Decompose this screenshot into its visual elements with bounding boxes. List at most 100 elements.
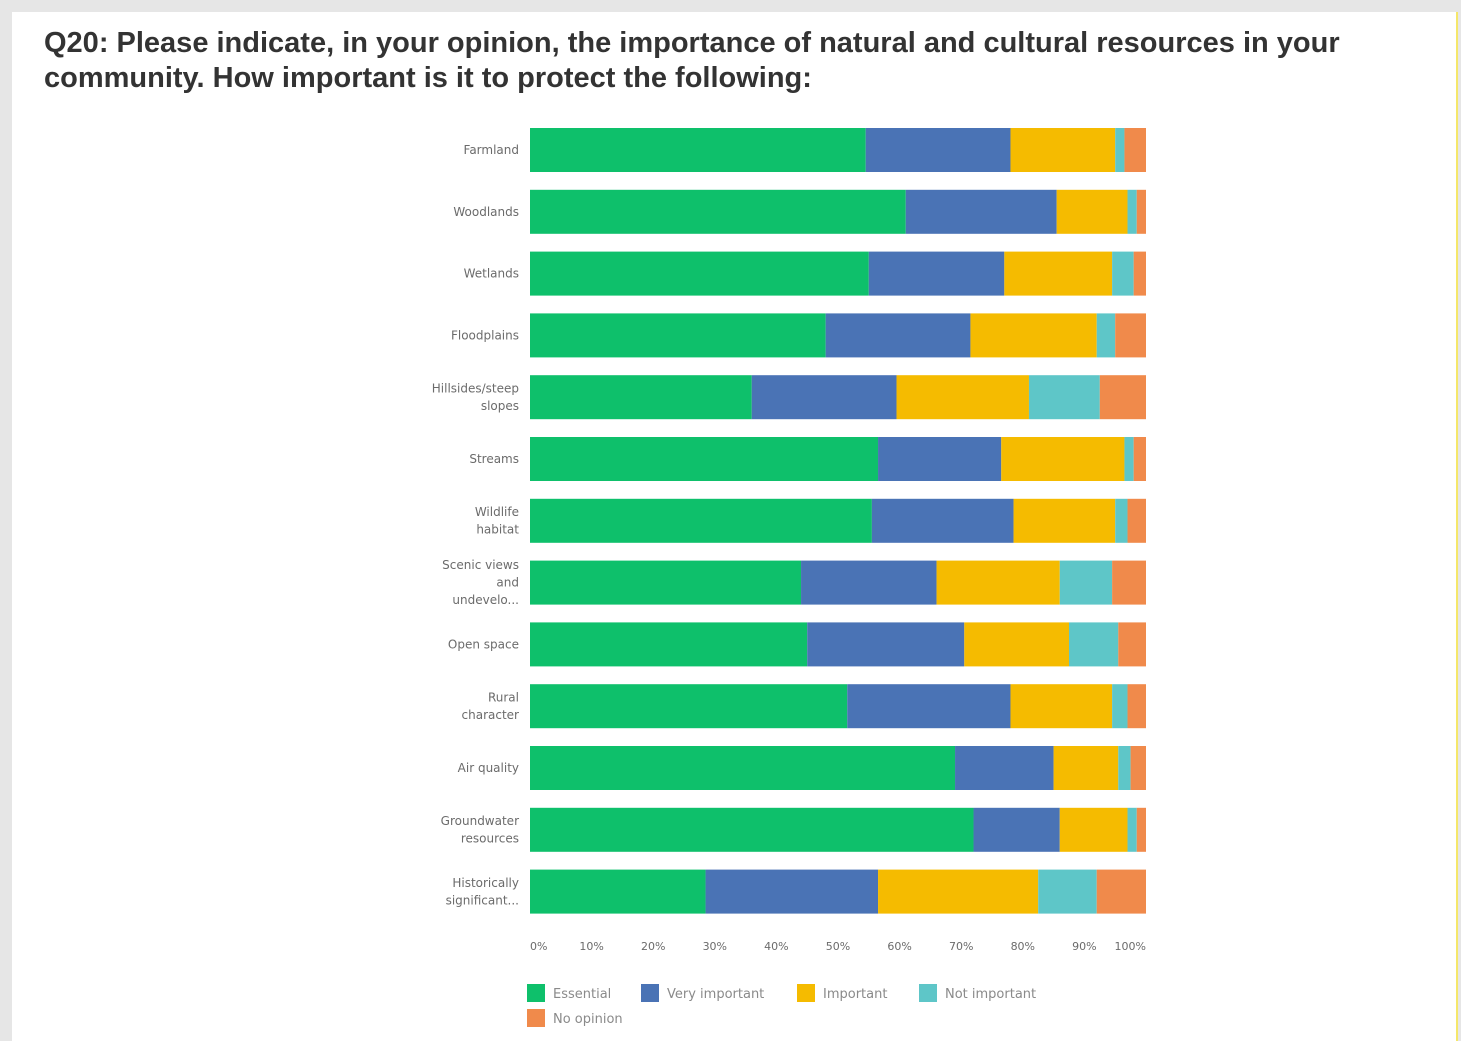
- bar-segment-important: [970, 313, 1097, 358]
- bar-segment-not-important: [1127, 807, 1137, 852]
- x-tick-label: 100%: [1115, 940, 1146, 953]
- bar-segment-no-opinion: [1124, 128, 1146, 172]
- bar-segment-no-opinion: [1133, 437, 1146, 481]
- bar-segment-essential: [530, 128, 866, 172]
- bar-segment-important: [1013, 498, 1116, 543]
- x-tick-label: 90%: [1072, 940, 1096, 953]
- bar-segment-important: [878, 869, 1039, 914]
- bar-segment-very-important: [847, 684, 1011, 729]
- legend-label: Essential: [553, 987, 611, 1002]
- category-label: Historically: [452, 876, 519, 890]
- category-label: significant...: [446, 893, 519, 907]
- question-title: Q20: Please indicate, in your opinion, t…: [44, 27, 1340, 94]
- category-label: Wetlands: [464, 267, 519, 281]
- bar-segment-not-important: [1112, 684, 1128, 729]
- category-label: Floodplains: [451, 328, 519, 342]
- x-tick-label: 50%: [826, 940, 850, 953]
- bar-segment-no-opinion: [1133, 251, 1146, 296]
- category-label: Open space: [448, 637, 519, 651]
- legend-label: Not important: [945, 987, 1036, 1002]
- bar-segment-important: [1056, 189, 1128, 234]
- bar-segment-not-important: [1112, 251, 1134, 296]
- category-label: Air quality: [458, 761, 519, 775]
- legend-label: No opinion: [553, 1012, 623, 1027]
- bar-segment-important: [1004, 251, 1113, 296]
- bar-segment-important: [936, 560, 1060, 605]
- category-label: slopes: [481, 399, 519, 413]
- category-label: character: [462, 708, 520, 722]
- bar-segment-essential: [530, 437, 879, 481]
- x-tick-label: 60%: [887, 940, 911, 953]
- category-label: habitat: [476, 523, 519, 537]
- bar-segment-essential: [530, 560, 802, 605]
- bar-segment-very-important: [878, 437, 1002, 481]
- bar-segment-not-important: [1069, 622, 1119, 667]
- bar-segment-very-important: [905, 189, 1057, 234]
- bar-segment-no-opinion: [1127, 684, 1146, 729]
- bar-segment-not-important: [1115, 498, 1128, 543]
- bar-segment-not-important: [1096, 313, 1116, 358]
- category-label: Woodlands: [453, 205, 519, 219]
- x-tick-label: 70%: [949, 940, 973, 953]
- category-label: Streams: [469, 452, 519, 466]
- bar-segment-very-important: [871, 498, 1014, 543]
- bar-segment-no-opinion: [1118, 622, 1146, 667]
- bar-segment-essential: [530, 807, 974, 852]
- x-tick-label: 10%: [579, 940, 603, 953]
- bar-segment-important: [1059, 807, 1128, 852]
- bar-segment-not-important: [1115, 128, 1125, 172]
- bar-segment-very-important: [865, 128, 1011, 172]
- x-tick-label: 30%: [703, 940, 727, 953]
- bar-segment-no-opinion: [1136, 189, 1146, 234]
- bar-segment-important: [1001, 437, 1125, 481]
- bar-segment-very-important: [868, 251, 1005, 296]
- category-label: Wildlife: [475, 505, 519, 519]
- category-label: Hillsides/steep: [432, 381, 519, 395]
- category-label: undevelo...: [452, 593, 519, 607]
- x-tick-label: 0%: [530, 940, 547, 953]
- legend-label: Very important: [667, 987, 764, 1002]
- bar-segment-important: [964, 622, 1069, 667]
- bar-segment-no-opinion: [1096, 869, 1146, 914]
- bar-segment-very-important: [807, 622, 965, 667]
- bar-segment-essential: [530, 746, 956, 790]
- category-label: and: [496, 576, 519, 590]
- bar-segment-very-important: [801, 560, 937, 605]
- legend-label: Important: [823, 987, 887, 1002]
- bar-segment-very-important: [825, 313, 971, 358]
- bar-segment-not-important: [1059, 560, 1113, 605]
- bar-segment-essential: [530, 189, 906, 234]
- category-label: Scenic views: [442, 558, 519, 572]
- bar-segment-no-opinion: [1112, 560, 1146, 605]
- bar-segment-important: [896, 375, 1029, 420]
- bar-segment-not-important: [1028, 375, 1100, 420]
- bar-segment-no-opinion: [1099, 375, 1146, 420]
- bar-segment-no-opinion: [1136, 807, 1146, 852]
- legend-swatch: [527, 984, 545, 1002]
- bar-segment-essential: [530, 375, 752, 420]
- bar-segment-not-important: [1118, 746, 1131, 790]
- x-tick-label: 20%: [641, 940, 665, 953]
- legend-swatch: [527, 1009, 545, 1027]
- x-tick-label: 80%: [1011, 940, 1035, 953]
- legend-swatch: [919, 984, 937, 1002]
- bar-segment-essential: [530, 622, 808, 667]
- bar-segment-essential: [530, 251, 869, 296]
- bar-segment-very-important: [751, 375, 897, 420]
- bar-segment-very-important: [973, 807, 1060, 852]
- legend-swatch: [797, 984, 815, 1002]
- category-label: Farmland: [464, 143, 519, 157]
- bar-segment-important: [1010, 128, 1116, 172]
- bar-segment-no-opinion: [1115, 313, 1146, 358]
- bar-segment-essential: [530, 498, 872, 543]
- bar-segment-important: [1053, 746, 1119, 790]
- category-label: Rural: [488, 690, 519, 704]
- bar-segment-essential: [530, 869, 706, 914]
- bar-segment-not-important: [1038, 869, 1097, 914]
- category-label: Groundwater: [441, 814, 519, 828]
- bar-segment-essential: [530, 684, 848, 729]
- bar-segment-essential: [530, 313, 826, 358]
- bar-segment-very-important: [955, 746, 1054, 790]
- category-label: resources: [461, 832, 519, 846]
